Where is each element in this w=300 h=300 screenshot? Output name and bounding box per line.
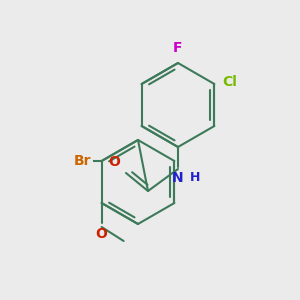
Text: F: F xyxy=(173,41,183,55)
Text: O: O xyxy=(96,227,108,241)
Text: Cl: Cl xyxy=(222,75,237,89)
Text: N: N xyxy=(172,171,184,185)
Text: O: O xyxy=(108,155,120,169)
Text: H: H xyxy=(190,171,200,184)
Text: Br: Br xyxy=(74,154,92,168)
